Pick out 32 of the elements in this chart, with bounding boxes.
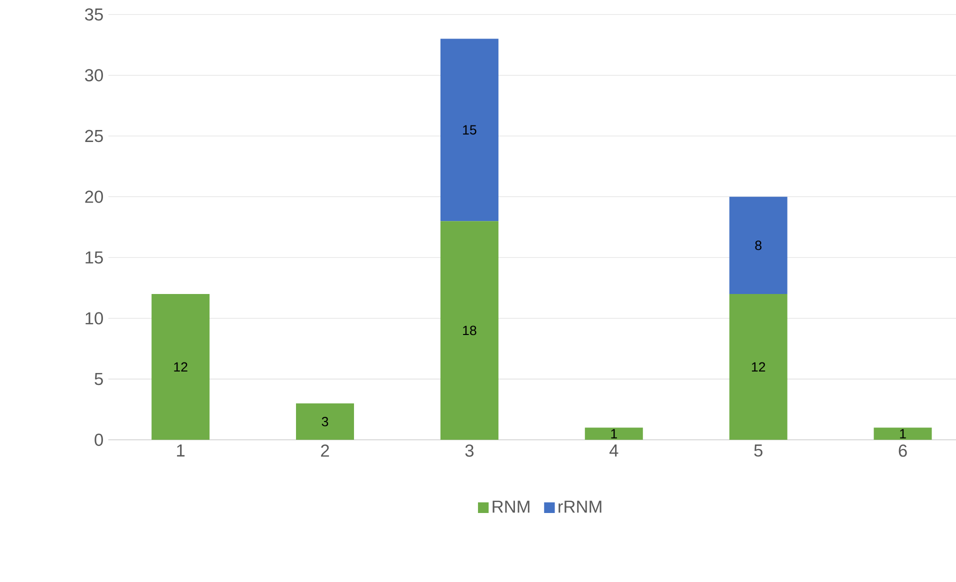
y-tick-label: 10	[86, 312, 103, 324]
data-label: 1	[611, 429, 617, 438]
x-tick-label: 1	[177, 444, 185, 456]
legend-label: rRNM	[558, 500, 602, 513]
y-tick-label: 15	[86, 251, 103, 264]
x-tick-label: 5	[754, 444, 762, 457]
x-tick-label: 3	[465, 444, 474, 457]
bar	[152, 294, 210, 440]
bar	[729, 196, 788, 294]
y-tick-label: 30	[85, 69, 103, 82]
data-label: 12	[174, 362, 188, 372]
data-label: 18	[463, 326, 476, 336]
y-tick-label: 0	[94, 434, 103, 446]
y-tick-label: 25	[85, 130, 103, 142]
bar	[296, 403, 354, 440]
x-tick-label: 6	[898, 444, 907, 457]
data-label: 3	[322, 416, 328, 426]
legend-label: RNM	[492, 500, 530, 513]
x-tick-label: 2	[321, 444, 329, 457]
y-tick-label: 5	[94, 373, 103, 386]
y-tick-label: 20	[85, 190, 103, 203]
bar	[440, 221, 498, 440]
bar	[874, 428, 932, 440]
bar	[584, 428, 643, 440]
y-tick-label: 35	[85, 8, 103, 21]
x-tick-label: 4	[609, 444, 618, 456]
bar	[729, 294, 788, 440]
data-label: 15	[463, 125, 476, 135]
data-label: 12	[752, 362, 766, 372]
data-label: 8	[755, 240, 762, 250]
data-label: 1	[900, 429, 906, 438]
bar	[440, 38, 498, 222]
